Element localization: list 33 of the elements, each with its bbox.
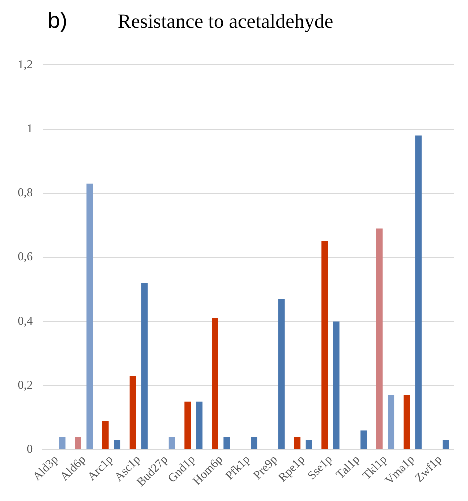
- bar: [212, 318, 218, 450]
- y-tick-label: 0,2: [18, 378, 33, 392]
- bar: [442, 440, 450, 450]
- bar: [333, 322, 340, 450]
- bar: [168, 437, 176, 450]
- bar: [306, 440, 312, 450]
- bar: [130, 376, 136, 450]
- bar: [376, 228, 383, 450]
- bar: [75, 437, 82, 450]
- y-tick-label: 0: [27, 442, 33, 456]
- bar: [114, 440, 121, 450]
- bar: [196, 402, 203, 450]
- y-tick-label: 1,2: [18, 57, 33, 72]
- bar: [404, 395, 410, 450]
- y-tick-label: 1: [27, 121, 33, 136]
- bar: [360, 430, 368, 450]
- y-tick-label: 0,6: [18, 250, 33, 264]
- bar: [86, 184, 94, 450]
- bar: [224, 437, 230, 450]
- chart-title: Resistance to acetaldehyde: [118, 11, 334, 34]
- bar: [142, 283, 148, 450]
- bar: [278, 299, 285, 450]
- bar: [388, 395, 395, 450]
- bar: [184, 402, 192, 450]
- bar: [416, 136, 422, 450]
- y-tick-label: 0,8: [18, 186, 33, 200]
- bar: [322, 242, 328, 450]
- text: b): [48, 8, 69, 34]
- bar: [251, 437, 258, 450]
- bar: [102, 421, 109, 450]
- y-tick-label: 0,4: [18, 314, 33, 328]
- bar: [294, 437, 301, 450]
- bar: [59, 437, 66, 450]
